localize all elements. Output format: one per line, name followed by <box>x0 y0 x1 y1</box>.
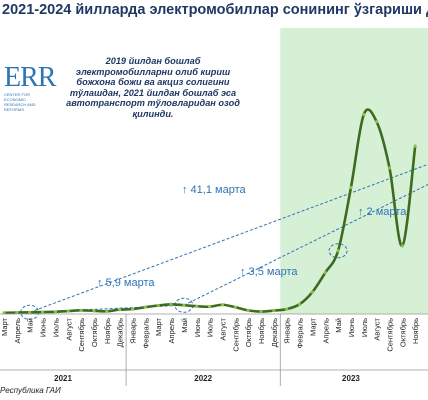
policy-note: 2019 йилдан бошлаб электромобилларни оли… <box>66 56 240 119</box>
x-tick-label-8: Ноябрь <box>103 318 112 344</box>
data-point-17 <box>220 303 225 307</box>
year-label-2022: 2022 <box>194 374 212 383</box>
x-tick-label-17: Август <box>218 317 227 340</box>
x-tick-label-28: Июль <box>360 318 369 337</box>
x-tick-label-31: Октябрь <box>398 318 407 347</box>
x-tick-label-4: Июль <box>51 318 60 337</box>
data-point-16 <box>208 305 212 309</box>
annotation-1: ↑ 5,9 марта <box>97 277 155 289</box>
x-tick-label-16: Июль <box>206 318 215 337</box>
x-tick-label-1: Апрель <box>13 318 22 344</box>
year-labels: 2021 2022 2023 <box>0 314 428 386</box>
x-tick-label-15: Июнь <box>193 318 202 337</box>
data-point-18 <box>233 305 237 309</box>
x-tick-label-3: Июнь <box>39 318 48 337</box>
data-point-6 <box>79 308 83 312</box>
x-tick-label-26: Май <box>334 318 343 333</box>
x-tick-label-13: Апрель <box>167 318 176 344</box>
x-tick-label-9: Декабрь <box>116 318 125 347</box>
data-point-32 <box>413 144 417 148</box>
data-point-24 <box>310 290 314 294</box>
data-point-7 <box>92 309 96 313</box>
x-tick-label-24: Март <box>308 317 317 336</box>
year-label-2021: 2021 <box>54 374 72 383</box>
data-point-27 <box>349 185 353 190</box>
x-tick-label-14: Май <box>180 318 189 333</box>
x-tick-label-12: Март <box>154 317 163 336</box>
x-tick-label-30: Сентябрь <box>386 318 395 352</box>
x-tick-label-6: Сентябрь <box>77 318 86 352</box>
source: Республика ГАИ <box>0 386 61 395</box>
data-point-5 <box>66 309 70 313</box>
trend-line-2 <box>183 184 428 306</box>
data-point-0 <box>2 311 6 315</box>
x-tick-label-10: Январь <box>129 318 138 344</box>
x-tick-label-2: Май <box>26 318 35 333</box>
x-tick-label-7: Октябрь <box>90 318 99 347</box>
data-point-15 <box>195 304 199 308</box>
data-point-29 <box>375 120 379 124</box>
chart-title: 2021-2024 йилларда электромобиллар сонин… <box>2 2 428 18</box>
annotation-0: ↑ 41,1 марта <box>182 184 246 196</box>
logo: ERR <box>4 62 56 93</box>
x-tick-label-5: Август <box>64 317 73 340</box>
data-point-26 <box>336 249 340 253</box>
data-point-20 <box>259 309 263 314</box>
logo-subtitle: CENTER FOR ECONOMIC RESEARCH AND REFORMS <box>4 92 36 112</box>
data-point-30 <box>387 166 392 170</box>
data-point-10 <box>130 307 135 311</box>
annotation-circle-2 <box>328 243 348 259</box>
x-tick-label-18: Сентябрь <box>231 318 240 352</box>
data-point-8 <box>105 309 109 313</box>
series-line <box>3 108 417 315</box>
data-point-11 <box>143 305 147 309</box>
data-point-12 <box>156 303 160 308</box>
data-point-1 <box>15 310 19 315</box>
data-point-3 <box>40 310 45 314</box>
x-tick-label-32: Ноябрь <box>411 318 420 344</box>
x-tick-label-21: Декабрь <box>270 318 279 347</box>
data-point-4 <box>53 310 58 314</box>
data-point-13 <box>169 302 173 306</box>
x-tick-label-11: Февраль <box>141 318 150 349</box>
x-tick-label-25: Апрель <box>321 318 330 344</box>
annotations: ↑ 41,1 марта ↑ 5,9 марта ↑ 3,5 марта ↑ 2 ма… <box>97 184 407 289</box>
x-tick-label-0: Март <box>0 317 9 336</box>
data-point-9 <box>118 308 122 312</box>
x-tick-label-23: Февраль <box>296 318 305 349</box>
data-point-2 <box>28 310 32 314</box>
data-point-28 <box>362 112 366 117</box>
data-point-22 <box>285 307 289 311</box>
x-axis: Март Апрель Май Июнь Июль Август Сентябрь Октяб… <box>0 313 428 352</box>
data-point-19 <box>246 308 250 312</box>
data-point-23 <box>297 302 302 306</box>
year-label-2023: 2023 <box>342 374 360 383</box>
annotation-2: ↑ 3,5 марта <box>240 266 298 278</box>
data-point-14 <box>182 303 186 307</box>
data-points <box>2 112 417 315</box>
x-tick-label-20: Ноябрь <box>257 318 266 344</box>
trend-line-0 <box>29 163 428 313</box>
x-tick-label-29: Август <box>373 317 382 340</box>
data-point-25 <box>323 271 327 275</box>
x-tick-label-19: Октябрь <box>244 318 253 347</box>
data-point-31 <box>400 244 404 248</box>
x-tick-label-22: Январь <box>283 318 292 344</box>
x-tick-label-27: Июнь <box>347 318 356 337</box>
data-point-21 <box>272 308 276 313</box>
annotation-3: ↑ 2 марта <box>358 206 407 218</box>
